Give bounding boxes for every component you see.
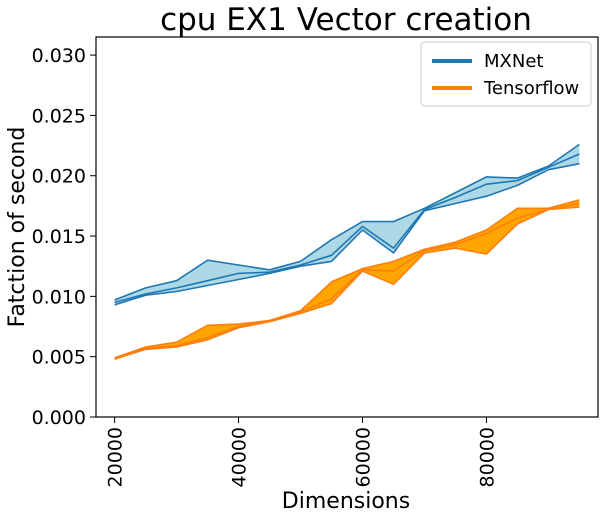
band-mxnet bbox=[114, 144, 580, 305]
line-mxnet-lower bbox=[114, 162, 580, 306]
y-tick-label: 0.015 bbox=[32, 226, 86, 248]
legend: MXNet Tensorflow bbox=[420, 41, 592, 107]
legend-label-tensorflow: Tensorflow bbox=[483, 78, 579, 99]
y-axis-label: Fatction of second bbox=[5, 127, 30, 328]
legend-label-mxnet: MXNet bbox=[484, 51, 543, 72]
plot-frame bbox=[95, 36, 599, 418]
chart-title: cpu EX1 Vector creation bbox=[160, 2, 532, 38]
x-axis-label: Dimensions bbox=[282, 489, 410, 514]
series-layer bbox=[114, 143, 580, 360]
x-tick-label: 60000 bbox=[353, 427, 375, 487]
x-tick-label: 80000 bbox=[476, 427, 498, 487]
line-tensorflow-upper bbox=[114, 199, 580, 359]
y-tick-label: 0.030 bbox=[32, 45, 86, 67]
line-mxnet-upper bbox=[114, 143, 580, 301]
x-axis: 20000 40000 60000 80000 bbox=[105, 417, 498, 487]
x-tick-label: 20000 bbox=[105, 427, 127, 487]
x-tick-label: 40000 bbox=[229, 427, 251, 487]
y-tick-label: 0.025 bbox=[32, 105, 86, 127]
y-tick-label: 0.010 bbox=[32, 286, 86, 308]
y-axis: 0.000 0.005 0.010 0.015 0.020 0.025 0.030 bbox=[32, 45, 96, 429]
line-tensorflow-middle bbox=[114, 202, 580, 360]
y-tick-label: 0.020 bbox=[32, 166, 86, 188]
line-mxnet-middle bbox=[114, 153, 580, 304]
line-tensorflow-lower bbox=[114, 206, 580, 360]
y-tick-label: 0.000 bbox=[32, 407, 86, 429]
y-tick-label: 0.005 bbox=[32, 347, 86, 369]
